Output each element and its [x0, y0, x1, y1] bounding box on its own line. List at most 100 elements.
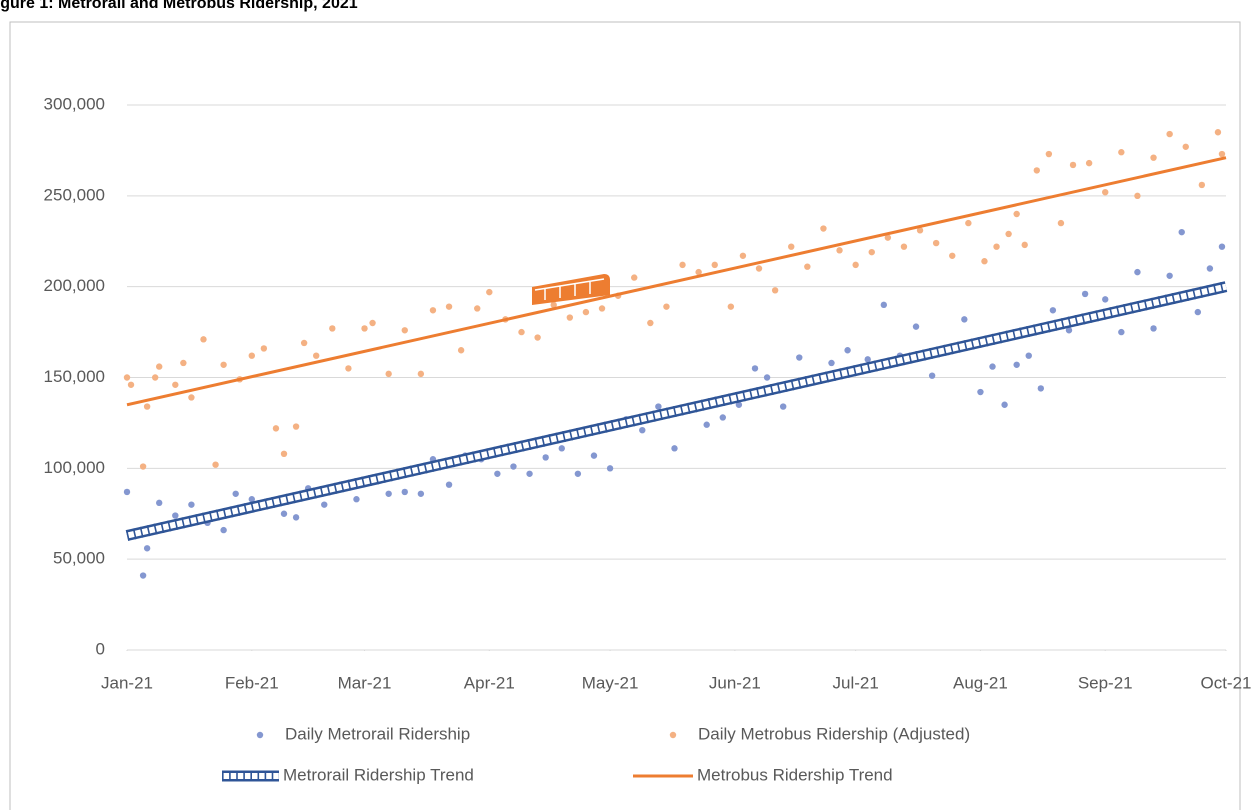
- point: [212, 461, 219, 468]
- point: [248, 352, 255, 359]
- point: [711, 261, 718, 269]
- point: [864, 356, 871, 363]
- point: [401, 327, 408, 334]
- y-tick-label: 0: [96, 639, 105, 658]
- track-inner: [126, 283, 1227, 539]
- point: [1218, 150, 1226, 158]
- point: [1005, 230, 1012, 238]
- point: [900, 243, 908, 250]
- point: [1134, 192, 1141, 200]
- point: [550, 301, 557, 309]
- point: [180, 359, 187, 367]
- legend-label: Metrobus Ridership Trend: [697, 765, 893, 784]
- point: [763, 374, 771, 381]
- point: [1194, 308, 1202, 316]
- point: [156, 363, 163, 370]
- point: [928, 372, 936, 379]
- y-tick-label: 100,000: [44, 458, 105, 477]
- point: [804, 263, 811, 270]
- point: [671, 445, 678, 452]
- point: [353, 496, 360, 503]
- point: [429, 307, 437, 314]
- point: [1134, 268, 1141, 276]
- point: [647, 319, 654, 327]
- point: [1218, 243, 1226, 250]
- legend-label: Daily Metrorail Ridership: [285, 724, 470, 743]
- point: [779, 403, 787, 410]
- point: [1037, 385, 1045, 392]
- point: [880, 301, 888, 309]
- point: [1081, 290, 1089, 298]
- point: [260, 345, 268, 352]
- point: [1118, 149, 1125, 156]
- point: [300, 339, 308, 347]
- point: [457, 347, 465, 354]
- point: [1057, 219, 1065, 227]
- point: [788, 243, 795, 250]
- point: [1065, 327, 1073, 334]
- point: [361, 325, 368, 332]
- point: [961, 316, 968, 323]
- point: [755, 265, 763, 272]
- point: [1102, 189, 1109, 196]
- point: [590, 452, 598, 459]
- legend-label: Daily Metrobus Ridership (Adjusted): [698, 724, 970, 743]
- x-tick-label: May-21: [582, 673, 639, 692]
- x-tick-label: Jun-21: [709, 673, 761, 692]
- point: [989, 363, 996, 370]
- point: [510, 463, 517, 470]
- point: [494, 470, 501, 477]
- point: [486, 288, 493, 296]
- point: [1150, 154, 1157, 161]
- point: [1013, 210, 1020, 218]
- point: [1206, 265, 1214, 272]
- point: [1150, 325, 1157, 332]
- point: [981, 258, 988, 265]
- x-tick-label: Jul-21: [832, 673, 878, 692]
- point: [751, 365, 759, 372]
- point: [598, 305, 606, 312]
- point: [820, 225, 827, 232]
- point: [445, 481, 453, 488]
- point: [248, 496, 255, 503]
- point: [188, 394, 195, 401]
- point: [526, 470, 533, 477]
- point: [385, 490, 392, 497]
- point: [639, 426, 646, 434]
- y-tick-label: 300,000: [44, 94, 105, 113]
- point: [727, 303, 735, 310]
- point: [868, 248, 875, 256]
- point: [280, 510, 288, 517]
- point: [1178, 228, 1185, 236]
- point: [401, 488, 408, 496]
- point: [912, 323, 920, 330]
- point: [127, 381, 135, 388]
- point: [1166, 272, 1173, 279]
- point: [534, 334, 541, 341]
- point: [739, 252, 747, 259]
- point: [329, 325, 336, 332]
- point: [1045, 150, 1053, 158]
- point: [606, 465, 614, 472]
- point: [932, 239, 940, 247]
- point: [220, 526, 227, 534]
- point: [143, 403, 151, 410]
- point: [139, 572, 147, 579]
- point: [884, 234, 892, 241]
- point: [828, 359, 835, 367]
- x-tick-label: Jan-21: [101, 673, 153, 692]
- chart-title: Figure 1: Metrorail and Metrobus Ridersh…: [0, 0, 358, 12]
- point: [345, 365, 352, 372]
- point: [663, 303, 670, 310]
- x-tick-label: Aug-21: [953, 673, 1008, 692]
- legend-label: Metrorail Ridership Trend: [283, 765, 474, 784]
- point: [631, 274, 638, 281]
- point: [385, 370, 392, 378]
- point: [1198, 181, 1206, 189]
- point: [313, 352, 320, 359]
- point: [703, 421, 710, 428]
- point: [796, 354, 803, 361]
- y-tick-label: 200,000: [44, 276, 105, 295]
- point: [369, 319, 376, 327]
- point: [1033, 167, 1040, 174]
